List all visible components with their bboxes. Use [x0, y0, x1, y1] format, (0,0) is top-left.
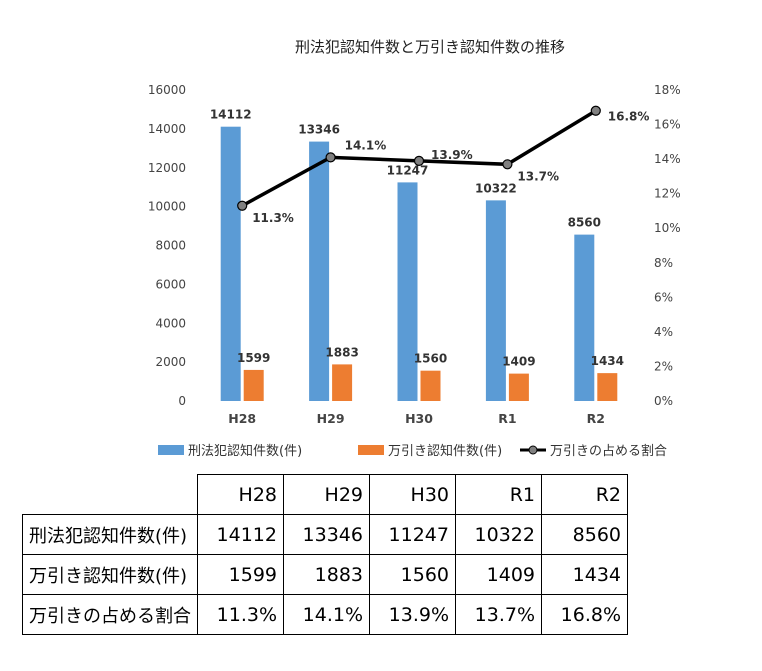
table-header-row: H28 H29 H30 R1 R2 — [22, 474, 628, 515]
chart-title: 刑法犯認知件数と万引き認知件数の推移 — [295, 38, 565, 56]
right-tick-label: 14% — [654, 152, 681, 166]
right-tick-label: 16% — [654, 118, 681, 132]
table-cell: 13.7% — [455, 594, 542, 635]
bar-data-label: 13346 — [298, 123, 340, 137]
table-cell: 1409 — [455, 554, 542, 595]
table-cell: 1560 — [369, 554, 456, 595]
line-point — [413, 155, 425, 166]
bar — [309, 141, 330, 401]
table-row-label: 万引きの占める割合 — [22, 594, 198, 635]
bar — [420, 370, 441, 401]
category-axis: H28 H29 H30 R1 R2 — [228, 411, 605, 426]
left-tick-label: 6000 — [155, 277, 186, 291]
left-tick-label: 12000 — [148, 161, 186, 175]
left-tick-label: 0 — [178, 394, 186, 408]
bar — [332, 364, 353, 401]
line-point — [502, 159, 513, 170]
right-tick-label: 6% — [654, 290, 673, 304]
table-header-cell: H29 — [283, 474, 370, 515]
right-axis: 0% 2% 4% 6% 8% 10% 12% 14% 16% 18% — [654, 83, 681, 408]
bar — [485, 200, 506, 401]
left-tick-label: 2000 — [155, 355, 186, 369]
category-label: H30 — [405, 411, 433, 426]
right-tick-label: 0% — [654, 394, 673, 408]
bar — [597, 373, 618, 401]
line-point — [590, 105, 601, 116]
legend-marker — [528, 445, 538, 455]
line-data-label: 11.3% — [252, 211, 294, 225]
bar-data-label: 11247 — [387, 163, 429, 177]
table-header-cell: R1 — [455, 474, 542, 515]
line-data-label: 16.8% — [608, 110, 650, 124]
bar-data-label: 8560 — [568, 216, 601, 230]
bar-data-label: 14112 — [210, 108, 252, 122]
line-point — [237, 200, 248, 211]
bar-data-label: 10322 — [475, 181, 517, 195]
bar-data-label: 1883 — [325, 345, 358, 359]
bar-data-label: 1434 — [591, 354, 624, 368]
right-tick-label: 8% — [654, 256, 673, 270]
bar — [243, 369, 264, 401]
bar-data-label: 1409 — [502, 355, 535, 369]
right-tick-label: 4% — [654, 325, 673, 339]
table-cell: 1599 — [197, 554, 284, 595]
table-header-cell: H30 — [369, 474, 456, 515]
table-cell: 1883 — [283, 554, 370, 595]
table-row-label: 刑法犯認知件数(件) — [22, 514, 198, 555]
category-label: H28 — [228, 411, 256, 426]
line-data-label: 14.1% — [345, 138, 387, 152]
table-row: 万引きの占める割合 11.3% 14.1% 13.9% 13.7% 16.8% — [22, 594, 628, 635]
legend-swatch — [358, 445, 384, 455]
bar-data-label: 1599 — [237, 351, 270, 365]
line-data-label: 13.7% — [517, 169, 559, 183]
category-label: R1 — [498, 411, 516, 426]
right-tick-label: 12% — [654, 187, 681, 201]
table-row: 万引き認知件数(件) 1599 1883 1560 1409 1434 — [22, 554, 628, 595]
bar — [574, 234, 595, 401]
left-tick-label: 4000 — [155, 316, 186, 330]
legend: 刑法犯認知件数(件) 万引き認知件数(件) 万引きの占める割合 — [158, 443, 667, 459]
left-tick-label: 16000 — [148, 83, 186, 97]
bar — [397, 182, 418, 401]
bar-data-label: 1560 — [414, 352, 447, 366]
table-cell: 14.1% — [283, 594, 370, 635]
table-row: 刑法犯認知件数(件) 14112 13346 11247 10322 8560 — [22, 514, 628, 555]
table-cell: 1434 — [541, 554, 628, 595]
right-tick-label: 2% — [654, 359, 673, 373]
bar-series: 14112 13346 11247 10322 8560 1599 1883 1560 1409… — [210, 108, 624, 401]
right-tick-label: 18% — [654, 83, 681, 97]
legend-label: 万引き認知件数(件) — [388, 443, 502, 459]
left-tick-label: 8000 — [155, 239, 186, 253]
bar — [508, 373, 529, 401]
table-cell: 13.9% — [369, 594, 456, 635]
chart: 刑法犯認知件数と万引き認知件数の推移 0 2000 4000 6000 8000 1000… — [148, 38, 681, 459]
table-cell: 10322 — [455, 514, 542, 555]
table-cell: 16.8% — [541, 594, 628, 635]
legend-label: 刑法犯認知件数(件) — [188, 443, 302, 459]
left-tick-label: 10000 — [148, 200, 186, 214]
table-corner-cell — [22, 474, 198, 515]
table-header-cell: H28 — [197, 474, 284, 515]
legend-label: 万引きの占める割合 — [550, 443, 667, 459]
left-axis: 0 2000 4000 6000 8000 10000 12000 14000 16000 — [148, 83, 186, 408]
table-cell: 14112 — [197, 514, 284, 555]
table-cell: 8560 — [541, 514, 628, 555]
category-label: R2 — [587, 411, 605, 426]
table-cell: 13346 — [283, 514, 370, 555]
line-series: 11.3% 14.1% 13.9% 13.7% 16.8% — [237, 105, 650, 225]
left-tick-label: 14000 — [148, 122, 186, 136]
right-tick-label: 10% — [654, 221, 681, 235]
table-row-label: 万引き認知件数(件) — [22, 554, 198, 595]
table-header-cell: R2 — [541, 474, 628, 515]
table-cell: 11.3% — [197, 594, 284, 635]
data-table: H28 H29 H30 R1 R2 刑法犯認知件数(件) 14112 13346… — [22, 474, 628, 635]
bar — [220, 126, 241, 401]
legend-swatch — [158, 445, 184, 455]
category-label: H29 — [317, 411, 345, 426]
line-point — [325, 152, 336, 163]
table-cell: 11247 — [369, 514, 456, 555]
chart-svg: 刑法犯認知件数と万引き認知件数の推移 0 2000 4000 6000 8000 1000… — [148, 38, 681, 459]
line-data-label: 13.9% — [431, 148, 473, 162]
